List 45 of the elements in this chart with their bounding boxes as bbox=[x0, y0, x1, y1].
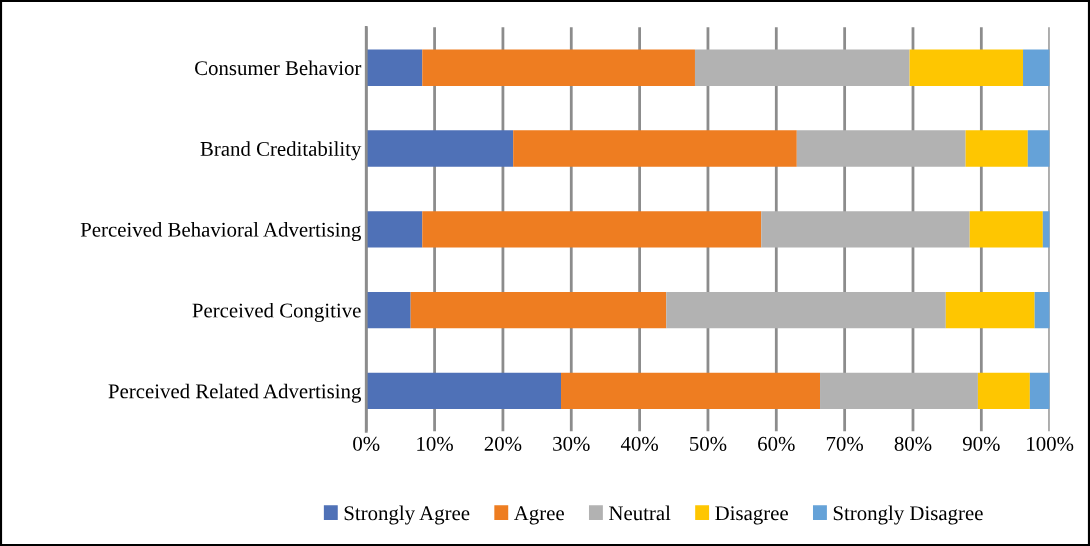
bar bbox=[366, 211, 423, 248]
bar bbox=[1027, 130, 1050, 167]
x-tick-label: 10% bbox=[417, 436, 453, 451]
bar bbox=[366, 291, 411, 329]
legend-label: Neutral bbox=[609, 505, 671, 521]
bar bbox=[410, 291, 667, 329]
bar bbox=[366, 49, 423, 86]
bar bbox=[422, 211, 762, 248]
x-tick-label: 60% bbox=[758, 436, 795, 451]
x-tick-label: 30% bbox=[553, 436, 590, 451]
legend-label: Agree bbox=[513, 506, 564, 525]
bar bbox=[666, 291, 946, 329]
x-tick-label: 0% bbox=[353, 436, 380, 451]
y-tick-label: Perceived Related Advertising bbox=[108, 383, 361, 403]
bar bbox=[820, 372, 978, 410]
legend-label: Strongly Disagree bbox=[833, 505, 983, 525]
x-tick-label: 90% bbox=[962, 436, 1000, 451]
bar bbox=[945, 291, 1035, 329]
bar bbox=[796, 130, 966, 167]
bar bbox=[1029, 372, 1050, 410]
bar bbox=[513, 130, 797, 167]
x-tick-label: 70% bbox=[826, 436, 864, 451]
bar bbox=[561, 372, 821, 410]
bar bbox=[1023, 49, 1050, 86]
legend-label: Strongly Agree bbox=[344, 505, 470, 525]
bar bbox=[909, 49, 1024, 86]
x-tick-label: 80% bbox=[894, 436, 932, 451]
bar bbox=[977, 372, 1030, 410]
x-tick-label: 100% bbox=[1027, 436, 1074, 451]
y-tick-label: Consumer Behavior bbox=[195, 60, 362, 76]
bar bbox=[366, 372, 562, 410]
bar bbox=[366, 130, 514, 167]
bar bbox=[965, 130, 1028, 167]
bar bbox=[969, 211, 1043, 248]
x-tick-label: 40% bbox=[620, 436, 658, 451]
x-tick-label: 20% bbox=[484, 436, 522, 451]
bar bbox=[1034, 291, 1050, 329]
y-tick-label: Perceived Congitive bbox=[192, 302, 361, 322]
x-tick-label: 50% bbox=[690, 436, 727, 451]
y-tick-label: Perceived Behavioral Advertising bbox=[80, 222, 361, 242]
bar bbox=[422, 49, 695, 86]
legend-label: Disagree bbox=[715, 506, 788, 525]
y-tick-label: Brand Creditability bbox=[200, 141, 362, 161]
bar bbox=[761, 211, 970, 248]
bar bbox=[694, 49, 910, 86]
